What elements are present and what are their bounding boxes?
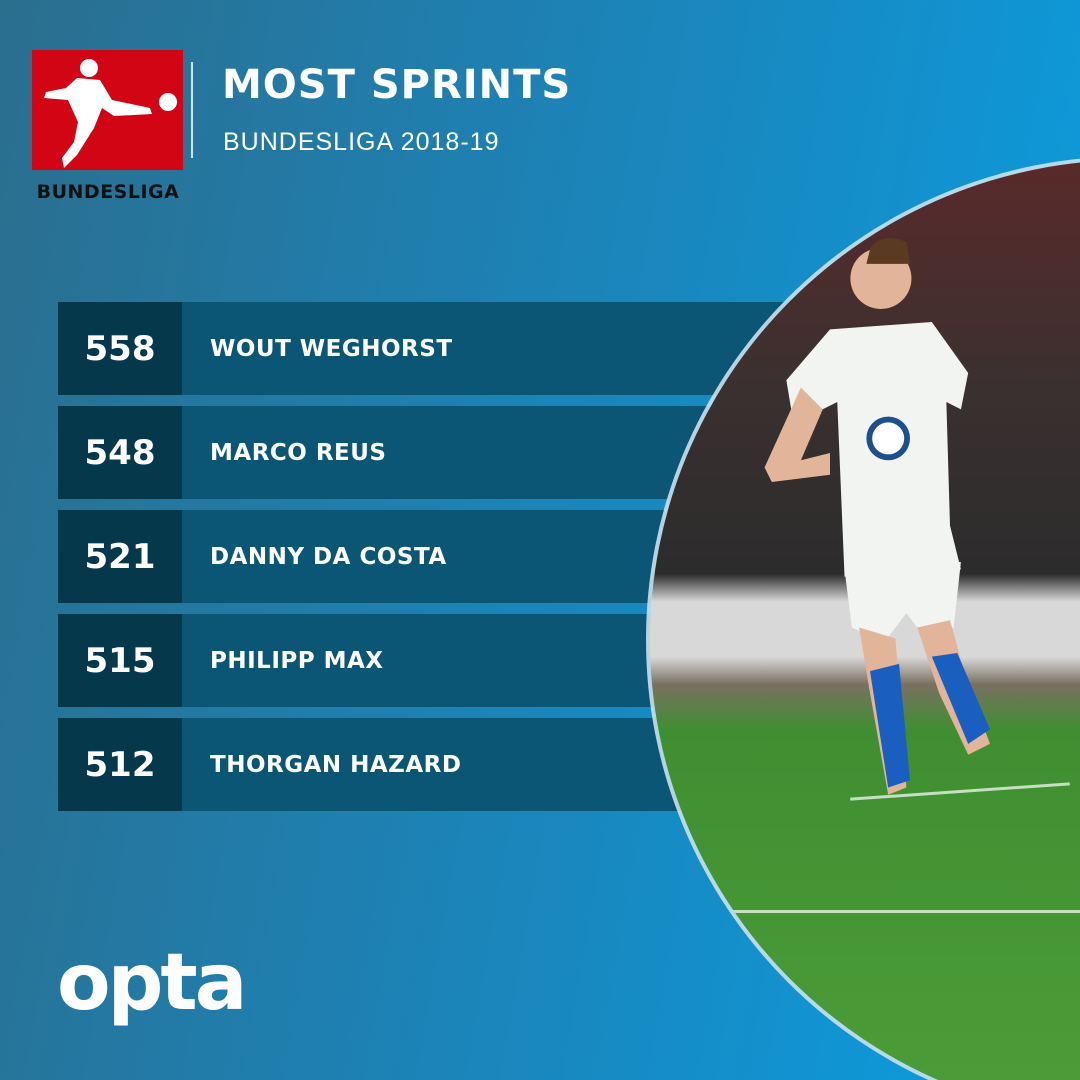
- celebrating-player-figure: [764, 237, 990, 795]
- player-name: DANNY DA COSTA: [210, 543, 447, 570]
- header-divider: [191, 62, 193, 158]
- page-title: MOST SPRINTS: [222, 62, 572, 108]
- player-photo: [650, 160, 1080, 1080]
- sprint-count: 521: [58, 510, 182, 603]
- sprint-count: 548: [58, 406, 182, 499]
- pitch-line: [710, 910, 1080, 913]
- page-subtitle: BUNDESLIGA 2018-19: [223, 128, 500, 156]
- kicking-player-icon: [44, 59, 177, 168]
- player-name: THORGAN HAZARD: [210, 751, 462, 778]
- player-name: PHILIPP MAX: [210, 647, 384, 674]
- sprint-count: 558: [58, 302, 182, 395]
- sprint-count: 512: [58, 718, 182, 811]
- logo-wordmark: BUNDESLIGA: [36, 181, 180, 203]
- sprint-count: 515: [58, 614, 182, 707]
- player-name: WOUT WEGHORST: [210, 335, 453, 362]
- opta-logo: opta: [57, 938, 247, 1028]
- ranking-row: 558 WOUT WEGHORST: [58, 302, 858, 395]
- bundesliga-logo: [32, 50, 183, 170]
- player-name: MARCO REUS: [210, 439, 387, 466]
